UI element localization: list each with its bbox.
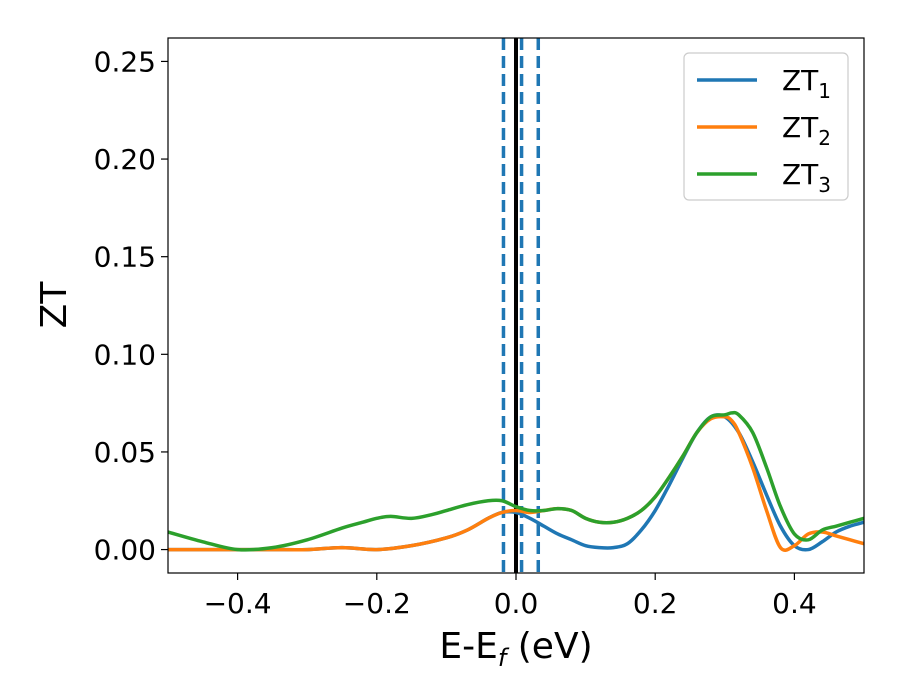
reference-lines (501, 38, 541, 573)
y-axis-label: ZT (34, 281, 75, 329)
legend-label-zt3: ZT3 (782, 158, 831, 197)
series-line-zt3 (168, 410, 864, 552)
y-axis: 0.00 0.05 0.10 0.15 0.20 0.25 (94, 45, 168, 567)
y-tick-label: 0.10 (94, 338, 156, 371)
legend-label-zt2: ZT2 (782, 111, 831, 150)
legend-label-zt1: ZT1 (782, 64, 831, 103)
x-tick-label: 0.2 (633, 587, 678, 620)
y-tick-label: 0.05 (94, 436, 156, 469)
x-tick-label: −0.4 (204, 587, 272, 620)
legend: ZT1 ZT2 ZT3 (683, 52, 849, 201)
x-tick-label: 0.0 (494, 587, 539, 620)
series-layer (168, 410, 864, 552)
y-tick-label: 0.15 (94, 241, 156, 274)
x-tick-label: 0.4 (772, 587, 817, 620)
y-tick-label: 0.20 (94, 143, 156, 176)
y-tick-label: 0.00 (94, 534, 156, 567)
x-axis-label: E-Ef (eV) (439, 626, 592, 672)
x-tick-label: −0.2 (343, 587, 411, 620)
y-tick-label: 0.25 (94, 45, 156, 78)
x-axis: −0.4 −0.2 0.0 0.2 0.4 (204, 573, 817, 620)
legend-box (683, 52, 849, 201)
